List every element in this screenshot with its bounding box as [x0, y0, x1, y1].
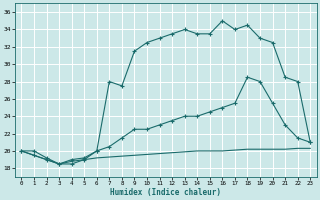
X-axis label: Humidex (Indice chaleur): Humidex (Indice chaleur)	[110, 188, 221, 197]
